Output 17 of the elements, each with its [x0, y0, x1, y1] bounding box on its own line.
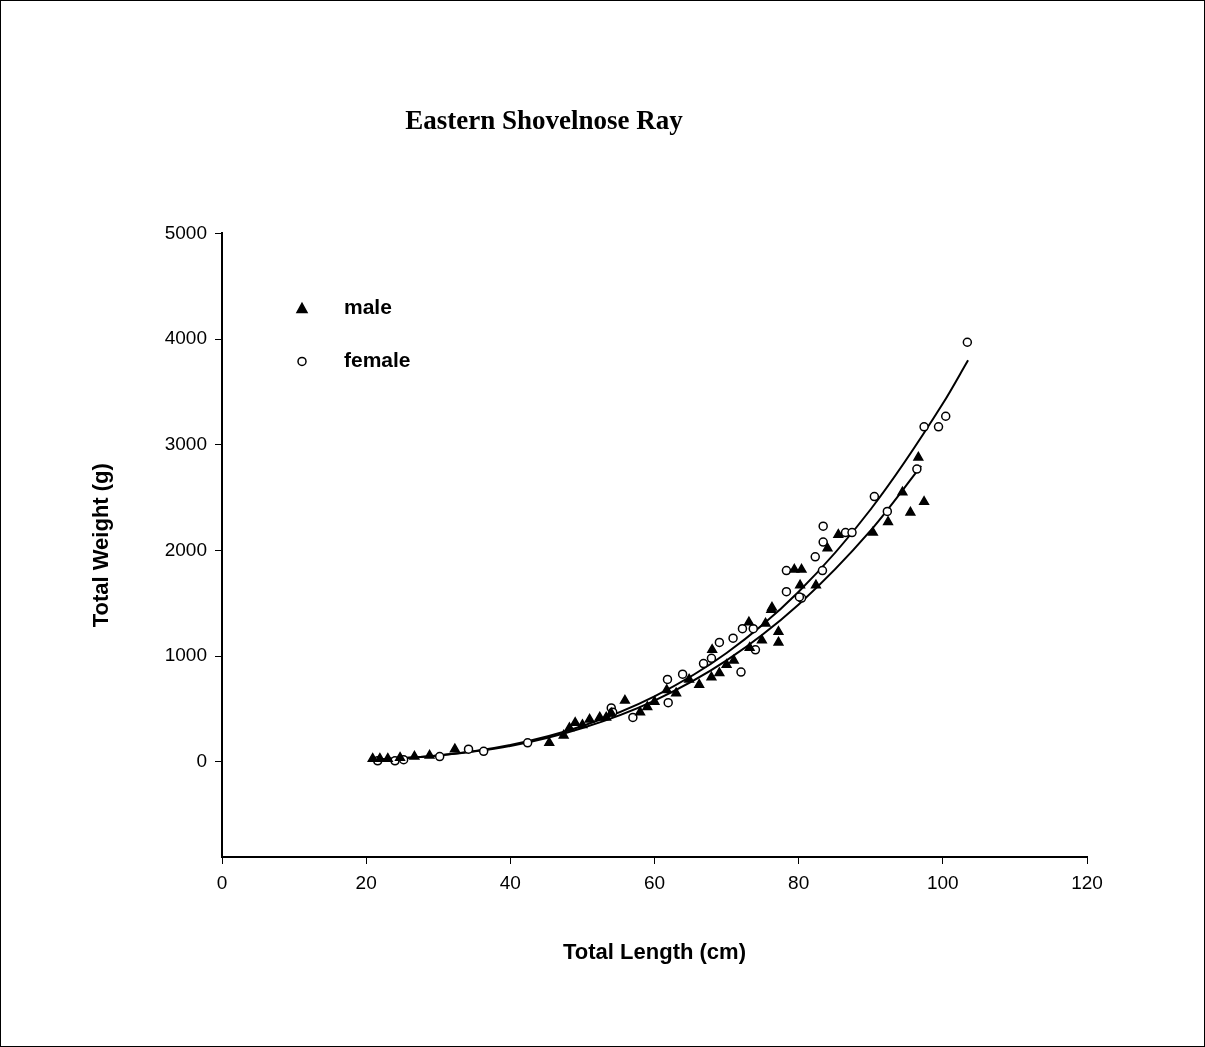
y-axis-title: Total Weight (g) — [88, 463, 114, 628]
legend-label: male — [344, 295, 392, 319]
x-tick-label: 0 — [216, 871, 228, 893]
y-tick-label: 1000 — [164, 644, 207, 666]
x-tick-label: 20 — [355, 871, 377, 893]
y-tick-label: 0 — [196, 750, 207, 772]
x-tick-label: 60 — [643, 871, 666, 893]
y-tick-label: 2000 — [164, 538, 207, 560]
x-tick-label: 120 — [1071, 871, 1103, 893]
chart-title: Eastern Shovelnose Ray — [405, 105, 684, 136]
x-tick-label: 80 — [788, 871, 810, 893]
x-tick-label: 100 — [926, 871, 959, 893]
legend-label: female — [344, 348, 411, 372]
x-tick-label: 40 — [499, 871, 521, 893]
y-tick-label: 5000 — [164, 221, 207, 243]
y-tick-label: 3000 — [164, 433, 207, 455]
y-tick-label: 4000 — [164, 327, 207, 349]
